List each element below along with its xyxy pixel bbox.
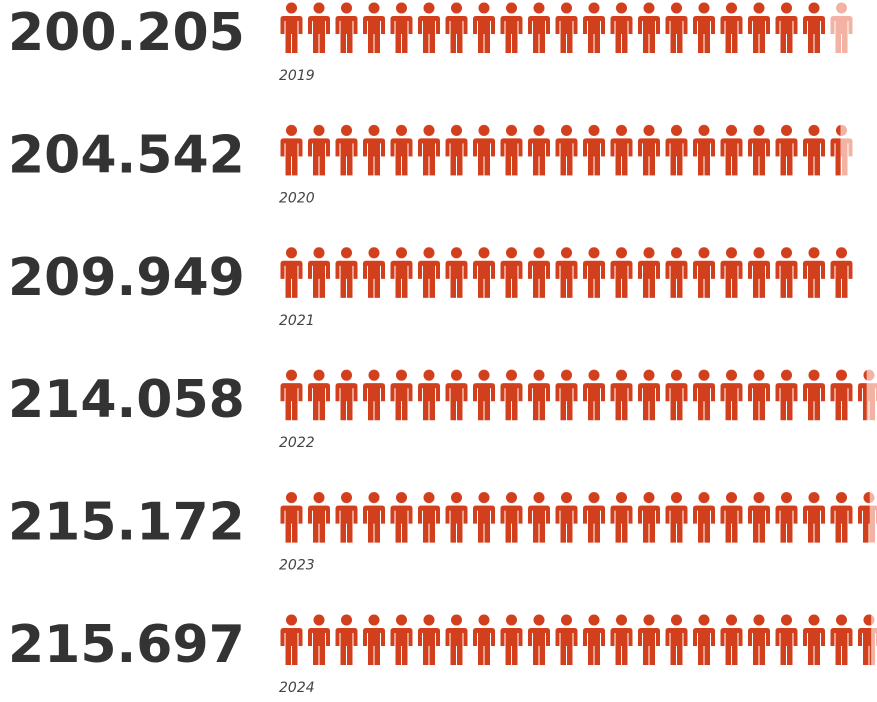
value-label: 204.542 [8,125,245,185]
icon-fill [278,2,829,56]
row: 204.542 2020 [8,124,856,206]
category-label: 2024 [279,680,315,696]
category-label: 2023 [279,558,315,574]
value-label: 214.058 [8,370,245,430]
row: 215.172 2023 [8,491,877,574]
value-label: 215.697 [8,615,245,675]
row: 215.697 2024 [8,614,877,696]
icon-fill [278,124,841,179]
value-label: 200.205 [8,3,245,63]
value-label: 215.172 [8,493,245,553]
row: 209.949 2021 [8,246,856,329]
category-label: 2022 [279,435,315,451]
row: 214.058 2022 [8,369,877,451]
value-label: 209.949 [8,248,245,308]
icon-fill [278,614,872,668]
icon-fill [278,491,870,546]
icon-fill [278,369,867,424]
category-label: 2020 [279,190,315,206]
icon-fill [278,246,856,301]
category-label: 2021 [279,313,315,329]
row: 200.205 2019 [8,2,856,84]
category-label: 2019 [279,68,315,84]
